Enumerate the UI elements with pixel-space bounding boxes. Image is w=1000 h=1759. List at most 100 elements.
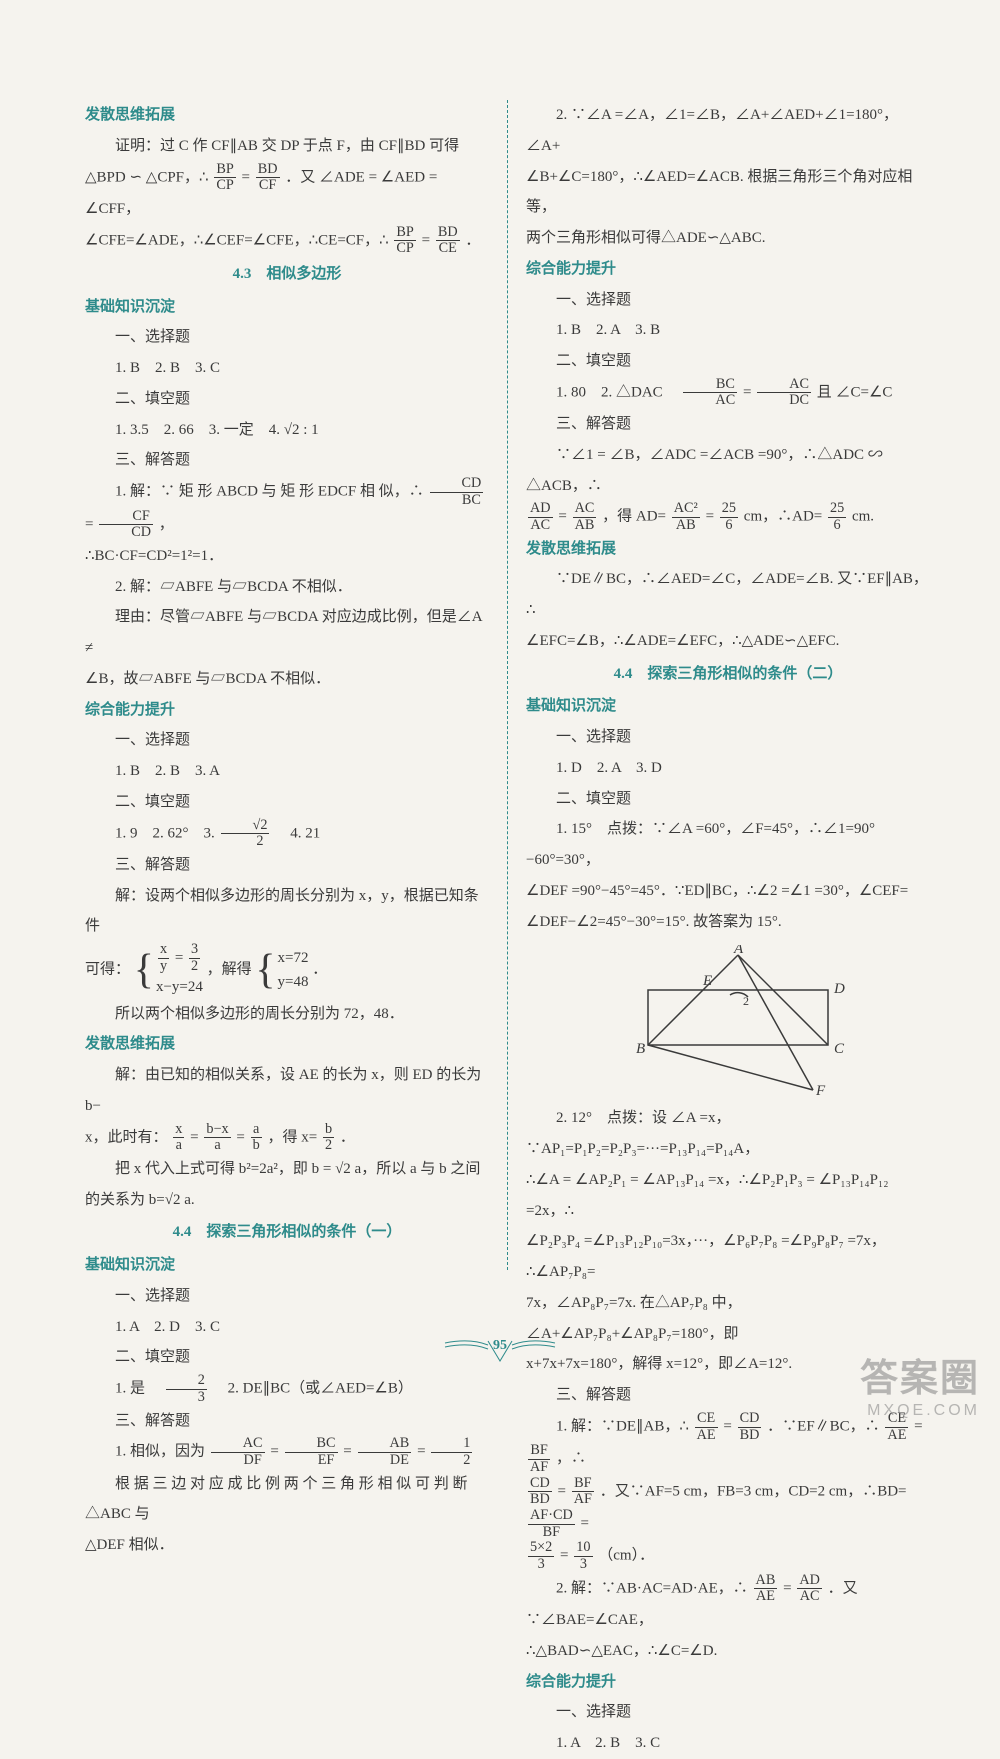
fraction: b2 xyxy=(323,1122,334,1154)
header-comprehensive: 综合能力提升 xyxy=(526,254,930,285)
answer-line: 1. D 2. A 3. D xyxy=(526,753,930,784)
answer-line: 1. 解：∵ 矩 形 ABCD 与 矩 形 EDCF 相 似，∴ CDBC = … xyxy=(85,476,489,541)
fraction: CDBD xyxy=(738,1411,762,1443)
subheader: 一、选择题 xyxy=(526,722,930,753)
fraction: CFCD xyxy=(99,509,153,541)
header-comprehensive: 综合能力提升 xyxy=(526,1667,930,1698)
equation-system: { xy = 32 x−y=24 xyxy=(134,942,203,998)
proof-line: 证明：过 C 作 CF∥AB 交 DP 于点 F，由 CF∥BD 可得 xyxy=(85,131,489,162)
header-comprehensive: 综合能力提升 xyxy=(85,695,489,726)
header-expansion: 发散思维拓展 xyxy=(526,534,930,565)
answer-line: 1. B 2. B 3. C xyxy=(85,353,489,384)
section-title-4-4-1: 4.4 探索三角形相似的条件（一） xyxy=(85,1217,489,1248)
svg-text:F: F xyxy=(815,1083,826,1095)
answer-line: ∴BC·CF=CD²=1²=1． xyxy=(85,541,489,572)
header-basic: 基础知识沉淀 xyxy=(85,292,489,323)
answer-line: ∠EFC=∠B，∴∠ADE=∠EFC，∴△ADE∽△EFC. xyxy=(526,626,930,657)
svg-text:C: C xyxy=(834,1041,845,1057)
answer-line: ∠DEF =90°−45°=45°．∵ED∥BC，∴∠2 =∠1 =30°，∠C… xyxy=(526,876,930,907)
fraction: b−xa xyxy=(204,1122,230,1154)
fraction: CDBD xyxy=(528,1476,552,1508)
answer-line: 把 x 代入上式可得 b²=2a²，即 b = √2 a，所以 a 与 b 之间 xyxy=(85,1154,489,1185)
answer-line: 5×23 = 103 （cm）． xyxy=(526,1540,930,1572)
fraction: ACAB xyxy=(573,501,597,533)
fraction: ACDF xyxy=(211,1436,265,1468)
fraction: 256 xyxy=(828,501,846,533)
answer-line: 2. 12° 点拨：设 ∠A =x，∵AP₁=P₁P₂=P₂P₃=···=P₁₃… xyxy=(526,1103,930,1165)
right-column: 2. ∵∠A =∠A，∠1=∠B，∠A+∠AED+∠1=180°，∠A+ ∠B+… xyxy=(526,100,930,1270)
proof-line: ∠CFE=∠ADE，∴∠CEF=∠CFE，∴CE=CF，∴ BPCP = BDC… xyxy=(85,225,489,257)
answer-line: ∠DEF−∠2=45°−30°=15°. 故答案为 15°. xyxy=(526,907,930,938)
fraction: CDBC xyxy=(430,476,484,508)
fraction: xa xyxy=(173,1122,184,1154)
answer-line: 1. A 2. B 3. C xyxy=(526,1728,930,1759)
answer-line: 2. 解：▱ABFE 与▱BCDA 不相似． xyxy=(85,572,489,603)
answer-line: 2. 解：∵AB·AC=AD·AE，∴ ABAE = ADAC ．又∵∠BAE=… xyxy=(526,1573,930,1636)
answer-line: x，此时有： xa = b−xa = ab ，得 x= b2 ． xyxy=(85,1122,489,1154)
answer-line: 可得： { xy = 32 x−y=24 ，解得 { x=72 y=48 ． xyxy=(85,942,489,998)
answer-line: 1. B 2. B 3. A xyxy=(85,756,489,787)
answer-line: ADAC = ACAB ，得 AD= AC²AB = 256 cm，∴AD= 2… xyxy=(526,501,930,533)
column-divider xyxy=(507,100,508,1270)
fraction: √22 xyxy=(221,818,270,850)
header-expansion: 发散思维拓展 xyxy=(85,100,489,131)
fraction: ACDC xyxy=(757,377,811,409)
page-number-ornament: 95 xyxy=(440,1333,560,1368)
answer-line: 的关系为 b=√2 a. xyxy=(85,1185,489,1216)
answer-line: 7x，∠AP₈P₇=7x. 在△AP₇P₈ 中，∠A+∠AP₇P₈+∠AP₈P₇… xyxy=(526,1288,930,1350)
fraction: BPCP xyxy=(394,225,415,257)
equation-system: { x=72 y=48 xyxy=(255,946,308,994)
fraction: BDCE xyxy=(436,225,460,257)
answer-line: 1. 9 2. 62° 3. √22 4. 21 xyxy=(85,818,489,850)
svg-text:2: 2 xyxy=(743,994,749,1008)
answer-line: 1. 解：∵DE∥AB，∴ CEAE = CDBD ．∵EF∥BC，∴ CEAE… xyxy=(526,1411,930,1476)
svg-text:B: B xyxy=(636,1041,645,1057)
subheader: 一、选择题 xyxy=(526,1697,930,1728)
answer-line: ∠B，故▱ABFE 与▱BCDA 不相似． xyxy=(85,664,489,695)
answer-line: 两个三角形相似可得△ADE∽△ABC. xyxy=(526,223,930,254)
fraction: 256 xyxy=(720,501,738,533)
watermark-url: MXQE.COM xyxy=(860,1402,980,1420)
fraction: ABAE xyxy=(754,1573,778,1605)
header-expansion: 发散思维拓展 xyxy=(85,1029,489,1060)
subheader: 二、填空题 xyxy=(85,787,489,818)
fraction: CEAE xyxy=(695,1411,718,1443)
page-content: 发散思维拓展 证明：过 C 作 CF∥AB 交 DP 于点 F，由 CF∥BD … xyxy=(0,0,1000,1330)
answer-line: 1. 80 2. △DAC BCAC = ACDC 且 ∠C=∠C xyxy=(526,377,930,409)
subheader: 一、选择题 xyxy=(526,285,930,316)
svg-text:D: D xyxy=(833,981,845,997)
answer-line: ∴∠A = ∠AP₂P₁ = ∠AP₁₃P₁₄ =x，∴∠P₂P₁P₃ = ∠P… xyxy=(526,1165,930,1227)
header-basic: 基础知识沉淀 xyxy=(85,1250,489,1281)
fraction: ABDE xyxy=(358,1436,412,1468)
geometry-diagram: A B C D E F 2 xyxy=(598,945,858,1095)
answer-line: CDBD = BFAF ．又∵AF=5 cm，FB=3 cm，CD=2 cm，∴… xyxy=(526,1476,930,1541)
answer-line: 1. A 2. D 3. C xyxy=(85,1312,489,1343)
subheader: 一、选择题 xyxy=(85,725,489,756)
answer-line: 1. B 2. A 3. B xyxy=(526,315,930,346)
answer-line: 1. 15° 点拨：∵∠A =60°，∠F=45°，∴∠1=90°−60°=30… xyxy=(526,814,930,876)
fraction: ADAC xyxy=(797,1573,822,1605)
fraction: ADAC xyxy=(528,501,553,533)
subheader: 二、填空题 xyxy=(526,346,930,377)
answer-line: ∴△BAD∽△EAC，∴∠C=∠D. xyxy=(526,1636,930,1667)
subheader: 一、选择题 xyxy=(85,1281,489,1312)
subheader: 二、填空题 xyxy=(85,1342,489,1373)
svg-text:A: A xyxy=(733,945,744,957)
subheader: 一、选择题 xyxy=(85,322,489,353)
left-column: 发散思维拓展 证明：过 C 作 CF∥AB 交 DP 于点 F，由 CF∥BD … xyxy=(85,100,489,1270)
fraction: BDCF xyxy=(256,162,280,194)
watermark: 答案圈 MXQE.COM xyxy=(860,1347,980,1420)
subheader: 二、填空题 xyxy=(526,784,930,815)
fraction: BCEF xyxy=(285,1436,338,1468)
fraction: BFAF xyxy=(528,1443,550,1475)
answer-line: ∠P₂P₃P₄ =∠P₁₃P₁₂P₁₀=3x，···，∠P₆P₇P₈ =∠P₉P… xyxy=(526,1226,930,1288)
answer-line: 理由：尽管▱ABFE 与▱BCDA 对应边成比例，但是∠A ≠ xyxy=(85,602,489,664)
svg-text:95: 95 xyxy=(493,1338,507,1353)
answer-line: 1. 3.5 2. 66 3. 一定 4. √2 : 1 xyxy=(85,415,489,446)
answer-line: 1. 相似，因为 ACDF = BCEF = ABDE = 12 xyxy=(85,1436,489,1468)
answer-line: 解：设两个相似多边形的周长分别为 x，y，根据已知条件 xyxy=(85,881,489,943)
subheader: 二、填空题 xyxy=(85,384,489,415)
section-title-4-3: 4.3 相似多边形 xyxy=(85,259,489,290)
subheader: 三、解答题 xyxy=(85,1406,489,1437)
fraction: BPCP xyxy=(214,162,235,194)
